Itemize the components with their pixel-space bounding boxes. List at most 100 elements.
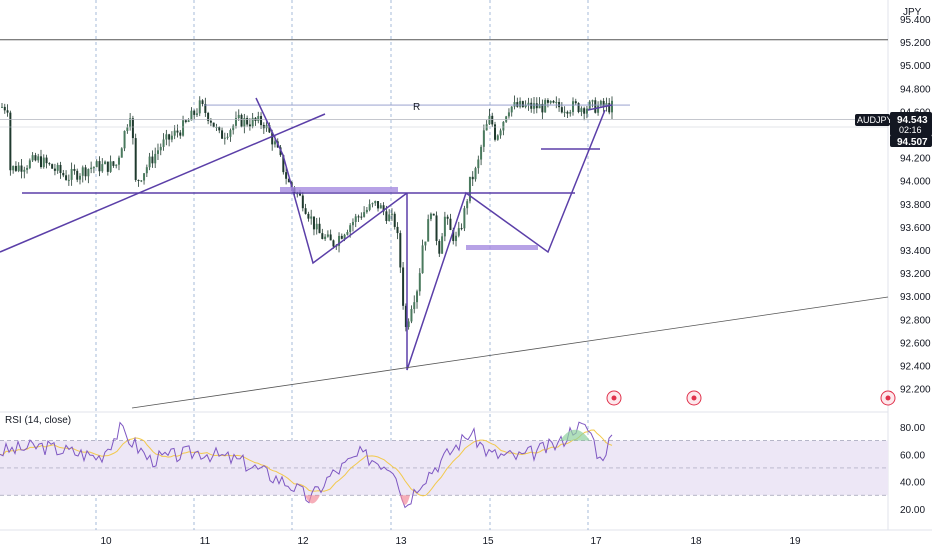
rsi-title[interactable]: RSI (14, close): [5, 415, 71, 426]
event-markers[interactable]: [606, 390, 896, 406]
candle-body: [229, 130, 232, 137]
candle-body: [521, 101, 524, 108]
candle-body: [324, 236, 327, 239]
price-tick-label[interactable]: 92.600: [900, 338, 931, 349]
candle-body: [318, 223, 321, 234]
price-tick-label[interactable]: 94.200: [900, 154, 931, 165]
time-tick-label[interactable]: 10: [100, 536, 112, 547]
zone-1[interactable]: [280, 187, 398, 192]
time-tick-label[interactable]: 13: [395, 536, 407, 547]
time-tick-label[interactable]: 11: [200, 536, 211, 547]
candle-body: [59, 164, 62, 174]
candle-body: [563, 111, 566, 113]
candle-body: [363, 212, 366, 217]
candle-body: [223, 137, 226, 139]
candle-body: [555, 101, 558, 103]
pattern-zigzag-1[interactable]: [255, 97, 408, 265]
candle-body: [374, 201, 377, 204]
candle-body: [123, 130, 126, 149]
candle-body: [195, 113, 198, 115]
candle-body: [413, 302, 416, 309]
price-tick-label[interactable]: 93.800: [900, 200, 931, 211]
lightning-event-icon[interactable]: [606, 390, 622, 406]
time-axis[interactable]: 10 11 12 13 15 17 18 19: [100, 536, 801, 547]
time-tick-label[interactable]: 12: [297, 536, 309, 547]
candle-body: [39, 156, 42, 168]
candle-body: [101, 164, 104, 172]
candle-body: [597, 105, 600, 113]
candle-body: [187, 120, 190, 122]
candle-body: [549, 100, 552, 103]
price-tick-label[interactable]: 94.000: [900, 177, 931, 188]
price-tick-label[interactable]: 92.400: [900, 362, 931, 373]
rsi-lines: [0, 421, 613, 509]
candle-body: [193, 110, 196, 115]
price-tick-label[interactable]: 93.200: [900, 269, 931, 280]
price-tick-label[interactable]: 93.600: [900, 223, 931, 234]
pattern-zigzag-2[interactable]: [406, 109, 606, 371]
candle-body: [106, 161, 109, 172]
rsi-tick-label[interactable]: 40.00: [900, 478, 925, 489]
rsi-tick-label[interactable]: 80.00: [900, 423, 925, 434]
price-tick-label[interactable]: 95.400: [900, 15, 931, 26]
price-axis[interactable]: 95.40095.20095.00094.80094.60094.40094.2…: [900, 15, 931, 396]
price-badge-2-text: 94.507: [897, 137, 928, 148]
time-tick-label[interactable]: 19: [789, 536, 801, 547]
zone-2[interactable]: [466, 245, 538, 250]
candle-body: [519, 101, 522, 107]
time-tick-label[interactable]: 17: [590, 536, 602, 547]
rsi-axis[interactable]: 80.00 60.00 40.00 20.00: [900, 423, 925, 516]
rsi-tick-label[interactable]: 60.00: [900, 450, 925, 461]
event-dot-icon-dot: [885, 395, 891, 401]
rsi-tick-label[interactable]: 20.00: [900, 505, 925, 516]
candle-body: [338, 235, 341, 246]
candle-body: [212, 122, 215, 128]
candle-body: [17, 165, 20, 171]
price-badge-2[interactable]: 94.507: [890, 135, 932, 148]
candle-body: [48, 163, 51, 165]
candle-body: [296, 193, 299, 195]
candle-body: [494, 124, 497, 140]
candle-body: [580, 108, 583, 112]
candle-body: [1, 106, 3, 108]
candle-body: [502, 121, 505, 131]
event-dot-icon-dot: [691, 395, 697, 401]
candle-body: [577, 103, 580, 112]
candle-body: [566, 111, 569, 114]
candle-body: [608, 103, 611, 113]
price-pane[interactable]: [0, 0, 888, 412]
candle-body: [42, 157, 45, 168]
candle-body: [165, 134, 168, 140]
event-dot-icon[interactable]: [880, 390, 896, 406]
trendline-long[interactable]: [131, 296, 889, 409]
price-tick-label[interactable]: 95.000: [900, 61, 931, 72]
candle-body: [441, 236, 444, 254]
box-up-line[interactable]: [587, 104, 613, 111]
symbol-badge[interactable]: AUDJPY: [855, 114, 893, 126]
trendline-rising[interactable]: [0, 113, 326, 253]
candle-body: [377, 201, 380, 209]
candle-body: [421, 245, 424, 274]
candle-body: [265, 125, 268, 129]
price-tick-label[interactable]: 92.200: [900, 385, 931, 396]
candle-body: [73, 168, 76, 171]
candle-body: [282, 155, 285, 173]
candle-body: [170, 135, 173, 140]
candle-body: [429, 213, 432, 220]
candle-body: [407, 321, 410, 327]
candle-body: [268, 125, 271, 133]
price-tick-label[interactable]: 94.800: [900, 84, 931, 95]
price-tick-label[interactable]: 95.200: [900, 38, 931, 49]
candle-body: [385, 211, 388, 221]
resistance-label[interactable]: R: [413, 102, 420, 113]
price-tick-label[interactable]: 93.400: [900, 246, 931, 257]
time-tick-label[interactable]: 15: [482, 536, 494, 547]
price-badge[interactable]: 94.543 02:16: [890, 112, 932, 136]
candle-body: [354, 216, 357, 222]
price-tick-label[interactable]: 93.000: [900, 292, 931, 303]
event-dot-icon[interactable]: [686, 390, 702, 406]
drawings[interactable]: [0, 39, 889, 409]
price-tick-label[interactable]: 92.800: [900, 315, 931, 326]
time-tick-label[interactable]: 18: [690, 536, 702, 547]
